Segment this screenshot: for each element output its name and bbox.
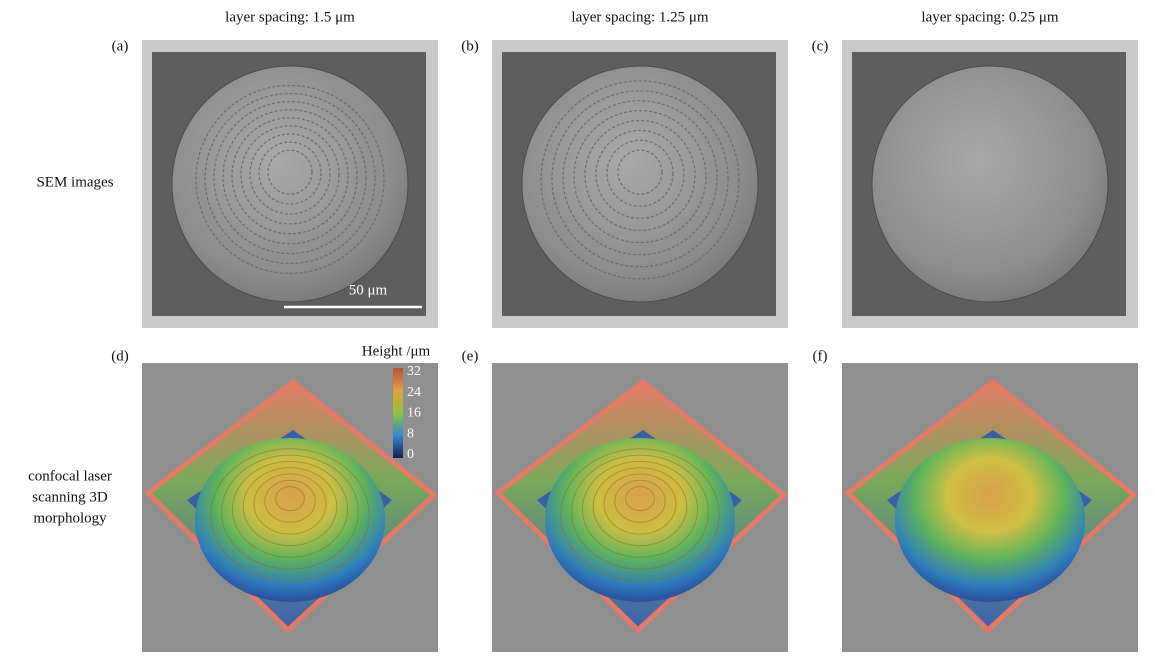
dome-ring bbox=[242, 467, 338, 547]
sem-dome bbox=[871, 65, 1109, 303]
dome-ring bbox=[614, 479, 666, 523]
sem-ring bbox=[540, 80, 740, 280]
sem-ring bbox=[595, 129, 685, 219]
column-header: layer spacing: 0.25 μm bbox=[921, 9, 1059, 25]
column-header: layer spacing: 1.25 μm bbox=[571, 9, 709, 25]
sem-ring bbox=[213, 101, 367, 255]
dome-ring bbox=[253, 473, 327, 535]
colorbar-tick-label: 32 bbox=[407, 364, 421, 379]
colorbar-title: Height /μm bbox=[362, 343, 431, 359]
dome-ring bbox=[560, 448, 720, 582]
sem-dome bbox=[171, 65, 409, 303]
sem-ring bbox=[551, 90, 729, 268]
colorbar-tick-label: 0 bbox=[407, 447, 414, 462]
row-label: scanning 3D bbox=[32, 489, 108, 505]
row-label: morphology bbox=[33, 510, 107, 526]
sem-dome bbox=[521, 65, 759, 303]
sem-ring bbox=[584, 119, 696, 232]
row-label: SEM images bbox=[36, 174, 113, 190]
sem-ring bbox=[562, 100, 718, 256]
dome bbox=[895, 438, 1085, 602]
panel-label: (b) bbox=[461, 38, 479, 54]
panel-label: (a) bbox=[112, 38, 129, 54]
scale-bar-label: 50 μm bbox=[349, 282, 388, 298]
sem-ring bbox=[204, 92, 376, 265]
sem-ring bbox=[231, 117, 349, 235]
dome-ring bbox=[592, 467, 688, 547]
dome-ring bbox=[571, 454, 709, 570]
sem-ring bbox=[573, 110, 707, 244]
dome bbox=[195, 438, 385, 602]
panel-label: (f) bbox=[813, 348, 828, 364]
dome bbox=[545, 438, 735, 602]
sem-ring bbox=[606, 139, 674, 207]
dome-ring bbox=[210, 448, 370, 582]
sem-ring bbox=[240, 125, 340, 225]
colorbar-tick-label: 8 bbox=[407, 426, 414, 441]
colorbar-tick-label: 16 bbox=[407, 406, 421, 421]
colorbar bbox=[393, 368, 403, 458]
panel-label: (c) bbox=[812, 38, 829, 54]
dome-ring bbox=[264, 479, 316, 523]
column-header: layer spacing: 1.5 μm bbox=[225, 9, 355, 25]
row-label: confocal laser bbox=[28, 468, 112, 484]
sem-ring bbox=[267, 149, 313, 195]
colorbar-tick-label: 24 bbox=[407, 385, 421, 400]
sem-ring bbox=[249, 133, 331, 215]
dome-ring bbox=[625, 486, 655, 512]
sem-ring bbox=[195, 84, 385, 274]
dome-ring bbox=[581, 460, 699, 558]
dome-ring bbox=[231, 460, 349, 558]
dome-ring bbox=[221, 454, 359, 570]
sem-ring bbox=[258, 141, 322, 205]
dome-ring bbox=[603, 473, 677, 535]
panel-label: (d) bbox=[111, 348, 129, 364]
dome-ring bbox=[275, 486, 305, 512]
panel-label: (e) bbox=[462, 348, 479, 364]
sem-ring bbox=[617, 149, 663, 195]
sem-ring bbox=[222, 109, 358, 245]
